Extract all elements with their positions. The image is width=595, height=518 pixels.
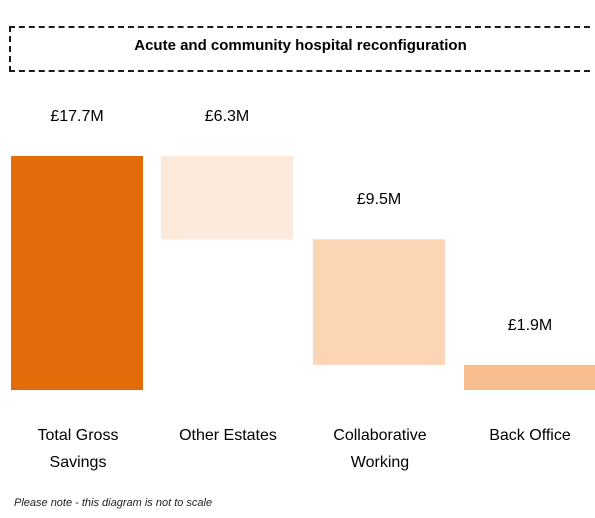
category-label-1: Other Estates <box>179 427 277 444</box>
bar-2 <box>313 239 445 365</box>
bar-3 <box>464 364 595 390</box>
category-label-0: Total Gross Savings <box>37 427 119 471</box>
category-label-3: Back Office <box>489 427 571 444</box>
scale-note: Please note - this diagram is not to sca… <box>14 497 213 509</box>
category-label-2: Collaborative Working <box>333 427 427 471</box>
value-label-3: £1.9M <box>507 316 553 334</box>
chart-title: Acute and community hospital reconfigura… <box>134 36 467 54</box>
bar-0 <box>11 156 143 390</box>
value-label-2: £9.5M <box>356 191 402 209</box>
bar-1 <box>161 156 293 240</box>
chart-title-box: Acute and community hospital reconfigura… <box>9 26 590 72</box>
value-label-0: £17.7M <box>50 108 104 125</box>
value-label-1: £6.3M <box>204 108 250 125</box>
